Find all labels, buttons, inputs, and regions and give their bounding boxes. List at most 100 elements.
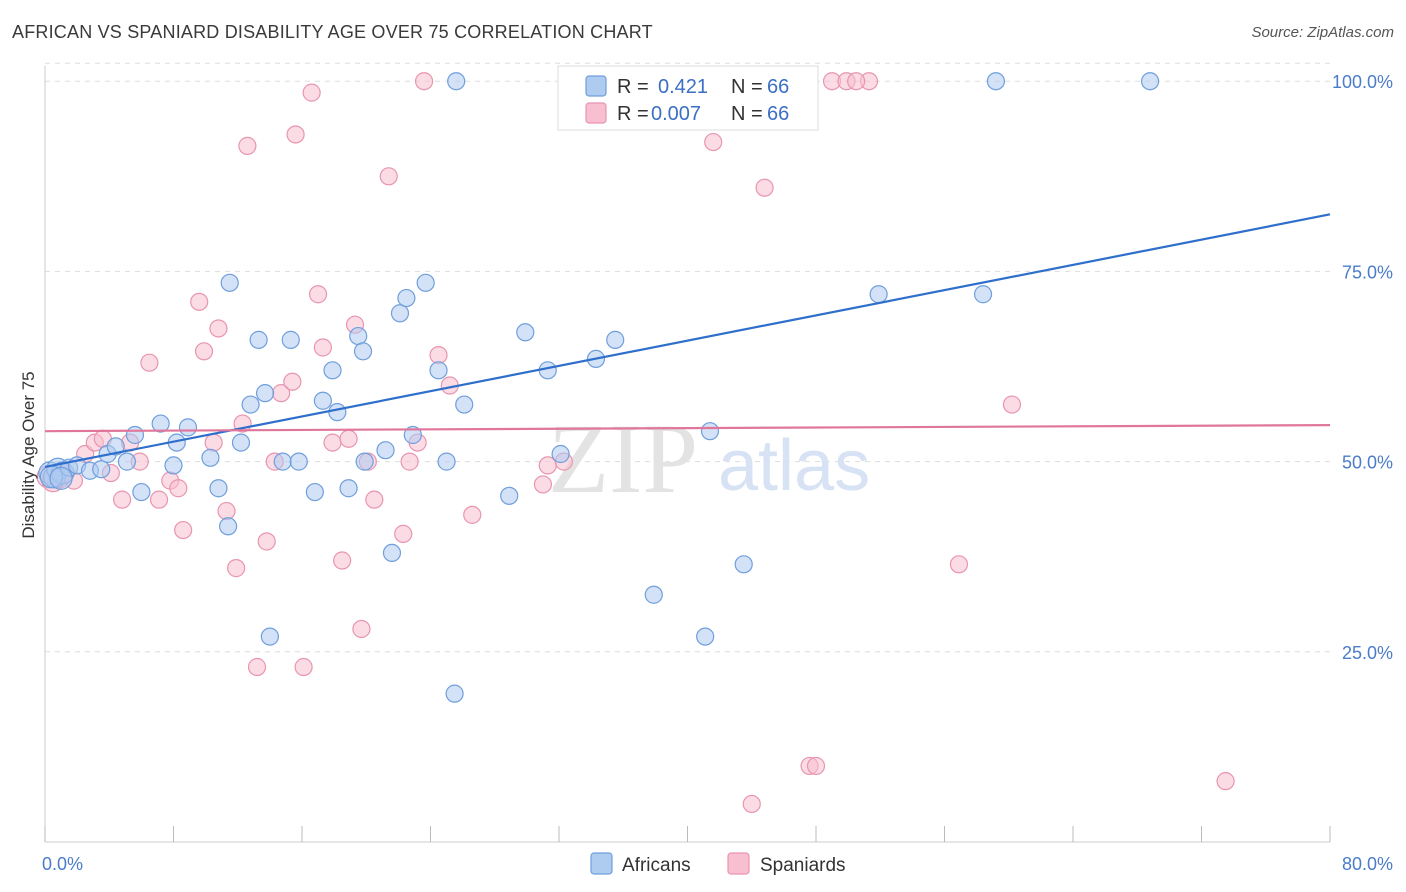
africans-point-33 — [339, 479, 358, 498]
spaniards-point-35 — [323, 433, 342, 452]
africans-point-62 — [1140, 72, 1160, 91]
chart-title: AFRICAN VS SPANIARD DISABILITY AGE OVER … — [12, 22, 653, 42]
africans-point-30 — [313, 391, 332, 410]
africans-point-47 — [455, 395, 474, 414]
africans-point-49 — [516, 323, 535, 342]
bottom-legend-spaniards: Spaniards — [760, 855, 846, 876]
spaniards-point-17 — [190, 292, 209, 311]
spaniards-point-31 — [294, 657, 313, 677]
africans-point-9 — [106, 437, 125, 456]
spaniards-point-62 — [847, 72, 866, 91]
y-tick-label-0: 25.0% — [1342, 643, 1393, 663]
spaniards-point-34 — [313, 338, 332, 357]
spaniards-point-25 — [247, 657, 267, 677]
africans-point-41 — [403, 425, 422, 445]
spaniards-point-49 — [463, 505, 482, 524]
africans-point-14 — [164, 456, 183, 475]
africans-point-58 — [734, 555, 753, 574]
spaniards-point-32 — [302, 83, 321, 102]
africans-point-59 — [869, 285, 888, 304]
africans-point-26 — [273, 452, 292, 471]
spaniards-point-20 — [209, 319, 228, 338]
grid-lines — [45, 62, 1330, 653]
spaniards-point-26 — [257, 532, 276, 551]
spaniards-point-12 — [140, 353, 159, 372]
spaniards-point-39 — [352, 619, 371, 639]
spaniards-point-24 — [238, 136, 257, 155]
africans-point-60 — [973, 285, 993, 304]
legend: R = 0.421 N = 66 R = 0.007 N = 66 — [557, 65, 819, 131]
spaniards-point-33 — [308, 285, 328, 304]
africans-point-54 — [606, 330, 625, 349]
x-tick-label-min: 0.0% — [42, 854, 83, 874]
legend-r-label-spaniards: R = — [617, 103, 649, 125]
spaniards-point-15 — [169, 479, 188, 498]
x-tick-label-max: 80.0% — [1342, 854, 1393, 874]
spaniards-point-21 — [217, 501, 236, 521]
africans-point-24 — [255, 384, 275, 403]
x-tick-labels: 0.0% 80.0% — [42, 854, 1393, 874]
spaniards-point-13 — [149, 490, 169, 509]
africans-trend-line — [44, 213, 1331, 469]
africans-point-16 — [178, 418, 198, 437]
africans-point-31 — [323, 361, 342, 380]
legend-n-label-spaniards: N = — [731, 103, 763, 125]
africans-point-65 — [49, 466, 73, 490]
bottom-legend-africans: Africans — [622, 855, 691, 876]
africans-point-17 — [201, 448, 220, 467]
africans-point-43 — [429, 361, 448, 380]
africans-point-37 — [376, 441, 395, 460]
spaniards-point-16 — [174, 520, 193, 540]
watermark-atlas: atlas — [718, 426, 870, 506]
spaniards-point-9 — [112, 490, 132, 509]
source-label: Source: ZipAtlas.com — [1251, 24, 1394, 41]
spaniards-point-50 — [533, 475, 553, 494]
africans-point-19 — [219, 517, 238, 536]
africans-point-28 — [289, 452, 308, 471]
spaniards-point-54 — [704, 132, 723, 152]
spaniards-point-37 — [339, 429, 358, 448]
y-tick-label-1: 50.0% — [1342, 453, 1393, 473]
legend-n-value-africans: 66 — [767, 76, 789, 98]
africans-point-42 — [416, 273, 435, 292]
africans-point-13 — [151, 414, 170, 433]
bottom-legend-swatch-spaniards — [727, 852, 750, 875]
africans-point-45 — [445, 684, 464, 703]
spaniards-point-63 — [949, 555, 969, 574]
legend-swatch-africans — [585, 75, 607, 97]
legend-n-label-africans: N = — [731, 76, 763, 98]
axes — [44, 66, 1331, 843]
bottom-legend-swatch-africans — [590, 852, 613, 875]
africans-point-21 — [231, 433, 251, 452]
spaniards-point-56 — [755, 178, 774, 197]
spaniards-point-58 — [806, 756, 826, 776]
spaniards-point-44 — [400, 452, 419, 471]
africans-point-61 — [986, 72, 1006, 91]
africans-point-36 — [355, 452, 374, 471]
africans-point-44 — [437, 452, 456, 471]
watermark: ZIP atlas — [548, 403, 870, 514]
spaniards-point-41 — [365, 490, 384, 509]
spaniards-trend-line — [44, 423, 1331, 433]
africans-point-10 — [117, 452, 137, 471]
legend-n-value-spaniards: 66 — [767, 103, 789, 125]
spaniards-point-65 — [1216, 772, 1235, 791]
africans-point-51 — [551, 444, 570, 464]
africans-point-57 — [700, 422, 720, 441]
trend-lines — [44, 213, 1331, 469]
africans-point-29 — [305, 482, 324, 502]
spaniards-point-30 — [286, 125, 305, 144]
y-tick-labels: 25.0% 50.0% 75.0% 100.0% — [1332, 72, 1393, 663]
spaniards-point-47 — [429, 345, 448, 365]
spaniards-point-64 — [1002, 395, 1022, 414]
africans-point-55 — [644, 585, 663, 604]
spaniards-point-43 — [394, 524, 413, 543]
spaniards-point-46 — [414, 72, 434, 91]
africans-point-12 — [132, 482, 151, 502]
africans-point-38 — [382, 543, 402, 563]
africans-point-7 — [92, 460, 111, 479]
africans-point-56 — [696, 627, 715, 646]
y-tick-label-3: 100.0% — [1332, 72, 1393, 92]
spaniards-point-22 — [227, 559, 246, 578]
